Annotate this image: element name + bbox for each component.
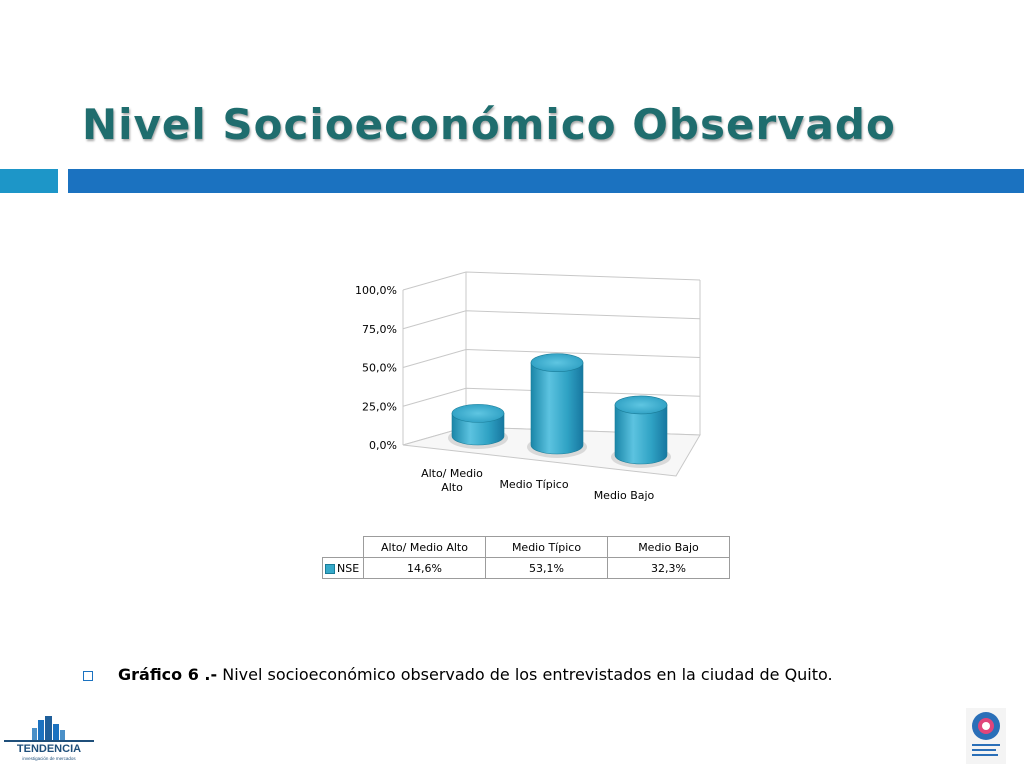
table-header: Medio Típico [485,536,608,558]
bar-cylinder [611,395,671,468]
bullet-icon [83,671,93,681]
table-cell: 53,1% [485,557,608,579]
chart-data-table: Alto/ Medio Alto Medio Típico Medio Bajo… [322,536,730,579]
y-tick-label: 0,0% [369,439,397,452]
series-name: NSE [337,561,360,575]
gridline [402,271,701,291]
x-tick-label: Alto/ Medio [421,467,483,480]
table-row-label: NSE [322,557,364,579]
quito-turismo-logo-icon [966,708,1006,764]
bar-cylinder [527,353,587,458]
table-corner [323,537,364,558]
table-row: NSE 14,6% 53,1% 32,3% [322,557,730,579]
table-header-row: Alto/ Medio Alto Medio Típico Medio Bajo [323,536,730,558]
quito-turismo-logo [966,708,1006,764]
y-tick-label: 50,0% [362,362,397,375]
table-cell: 14,6% [363,557,486,579]
title-rule-right [68,169,1024,193]
legend-key-icon [325,563,335,574]
bar-cylinder [448,404,508,449]
table-cell: 32,3% [607,557,730,579]
x-tick-label: Medio Típico [499,478,568,491]
y-tick-label: 25,0% [362,400,397,413]
gridline [402,310,701,330]
y-tick-label: 75,0% [362,323,397,336]
x-tick-label: Medio Bajo [594,489,655,502]
bar-body [530,362,584,455]
y-tick-label: 100,0% [355,284,397,297]
tendencia-logo: TENDENCIA investigación de mercados [4,716,94,764]
bar-body [614,404,668,465]
caption-label: Gráfico 6 .- [118,665,218,684]
tendencia-logo-text: TENDENCIA [17,743,81,755]
tendencia-logo-subtext: investigación de mercados [22,756,76,761]
bar-top [451,404,505,423]
bar-top [614,395,668,415]
x-tick-label: Alto [441,481,463,494]
tendencia-logo-icon: TENDENCIA investigación de mercados [4,716,94,761]
table-header: Alto/ Medio Alto [363,536,486,558]
title-rule-left [0,169,58,193]
slide-title: Nivel Socioeconómico Observado [82,100,896,149]
bar-top [530,353,584,372]
caption-text: Nivel socioeconómico observado de los en… [217,665,833,684]
table-header: Medio Bajo [607,536,730,558]
chart-caption: Gráfico 6 .- Nivel socioeconómico observ… [118,665,833,684]
